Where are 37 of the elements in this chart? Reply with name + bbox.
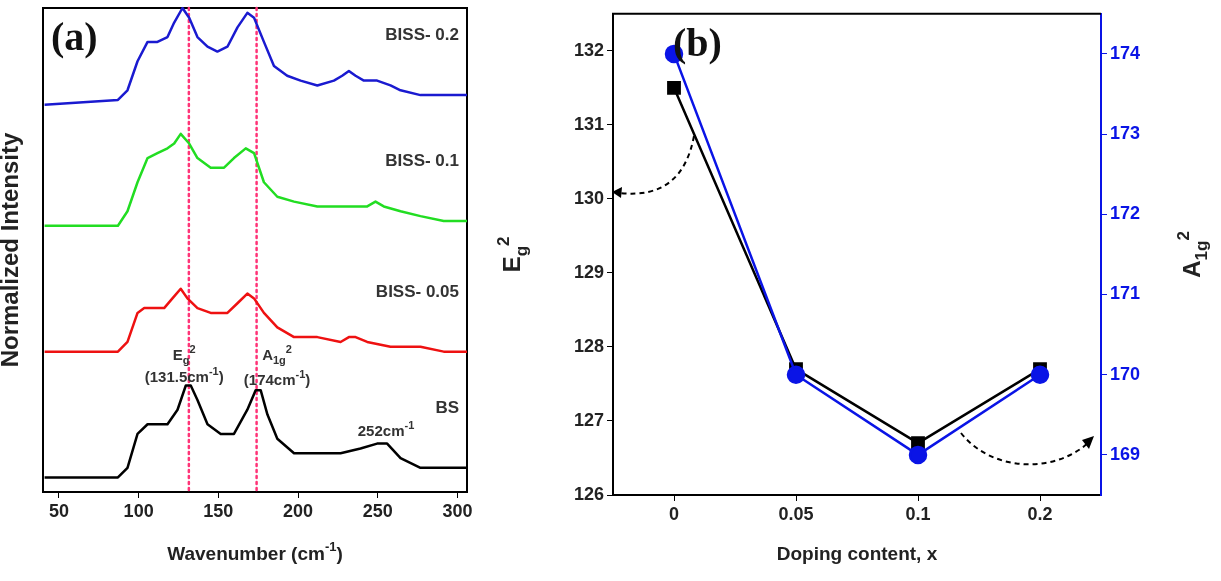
- y2-tick-label: 171: [1110, 283, 1141, 304]
- text: BISS- 0.2: [385, 25, 460, 45]
- y-tick-label: 131: [573, 113, 604, 134]
- y-tick-label: 127: [573, 409, 604, 430]
- y-tick-label: 130: [573, 187, 604, 208]
- point: [1030, 365, 1050, 384]
- x-tick-label: 0.05: [778, 503, 814, 524]
- x-tick-label: 0: [668, 503, 680, 524]
- x-tick-label: 200: [283, 500, 314, 521]
- x-tick-label: 300: [442, 500, 473, 521]
- y2-tick-label: 174: [1110, 42, 1141, 63]
- x-tick-label: 100: [123, 500, 154, 521]
- text: BS: [435, 397, 460, 417]
- point: [667, 80, 681, 95]
- y2-tick-label: 169: [1110, 443, 1141, 464]
- y2-tick-label: 172: [1110, 203, 1141, 224]
- y-tick-label: 132: [573, 39, 604, 60]
- point: [786, 365, 806, 384]
- x-tick-label: 0.2: [1027, 503, 1053, 524]
- y-tick-label: 128: [573, 335, 604, 356]
- x-tick-label: 250: [362, 500, 393, 521]
- y2-axis-title: A1g2: [1174, 231, 1212, 278]
- annotation: (a): [51, 14, 98, 60]
- y2-tick-label: 173: [1110, 123, 1141, 144]
- x-axis-title: Doping content, x: [776, 543, 938, 564]
- x-tick-label: 0.1: [905, 503, 931, 524]
- y-tick-label: 129: [573, 261, 604, 282]
- series-label: BISS- 0.1: [385, 150, 460, 170]
- y2-tick-label: 170: [1110, 363, 1141, 384]
- y-axis-title: Normalized Intensity: [0, 131, 23, 368]
- y-axis-title: Eg2: [494, 236, 532, 273]
- x-tick-label: 150: [203, 500, 234, 521]
- point: [908, 445, 928, 465]
- y-tick-label: 126: [573, 483, 604, 504]
- text: BISS- 0.05: [375, 281, 460, 301]
- x-tick-label: 50: [48, 500, 69, 521]
- annotation: (b): [673, 20, 722, 66]
